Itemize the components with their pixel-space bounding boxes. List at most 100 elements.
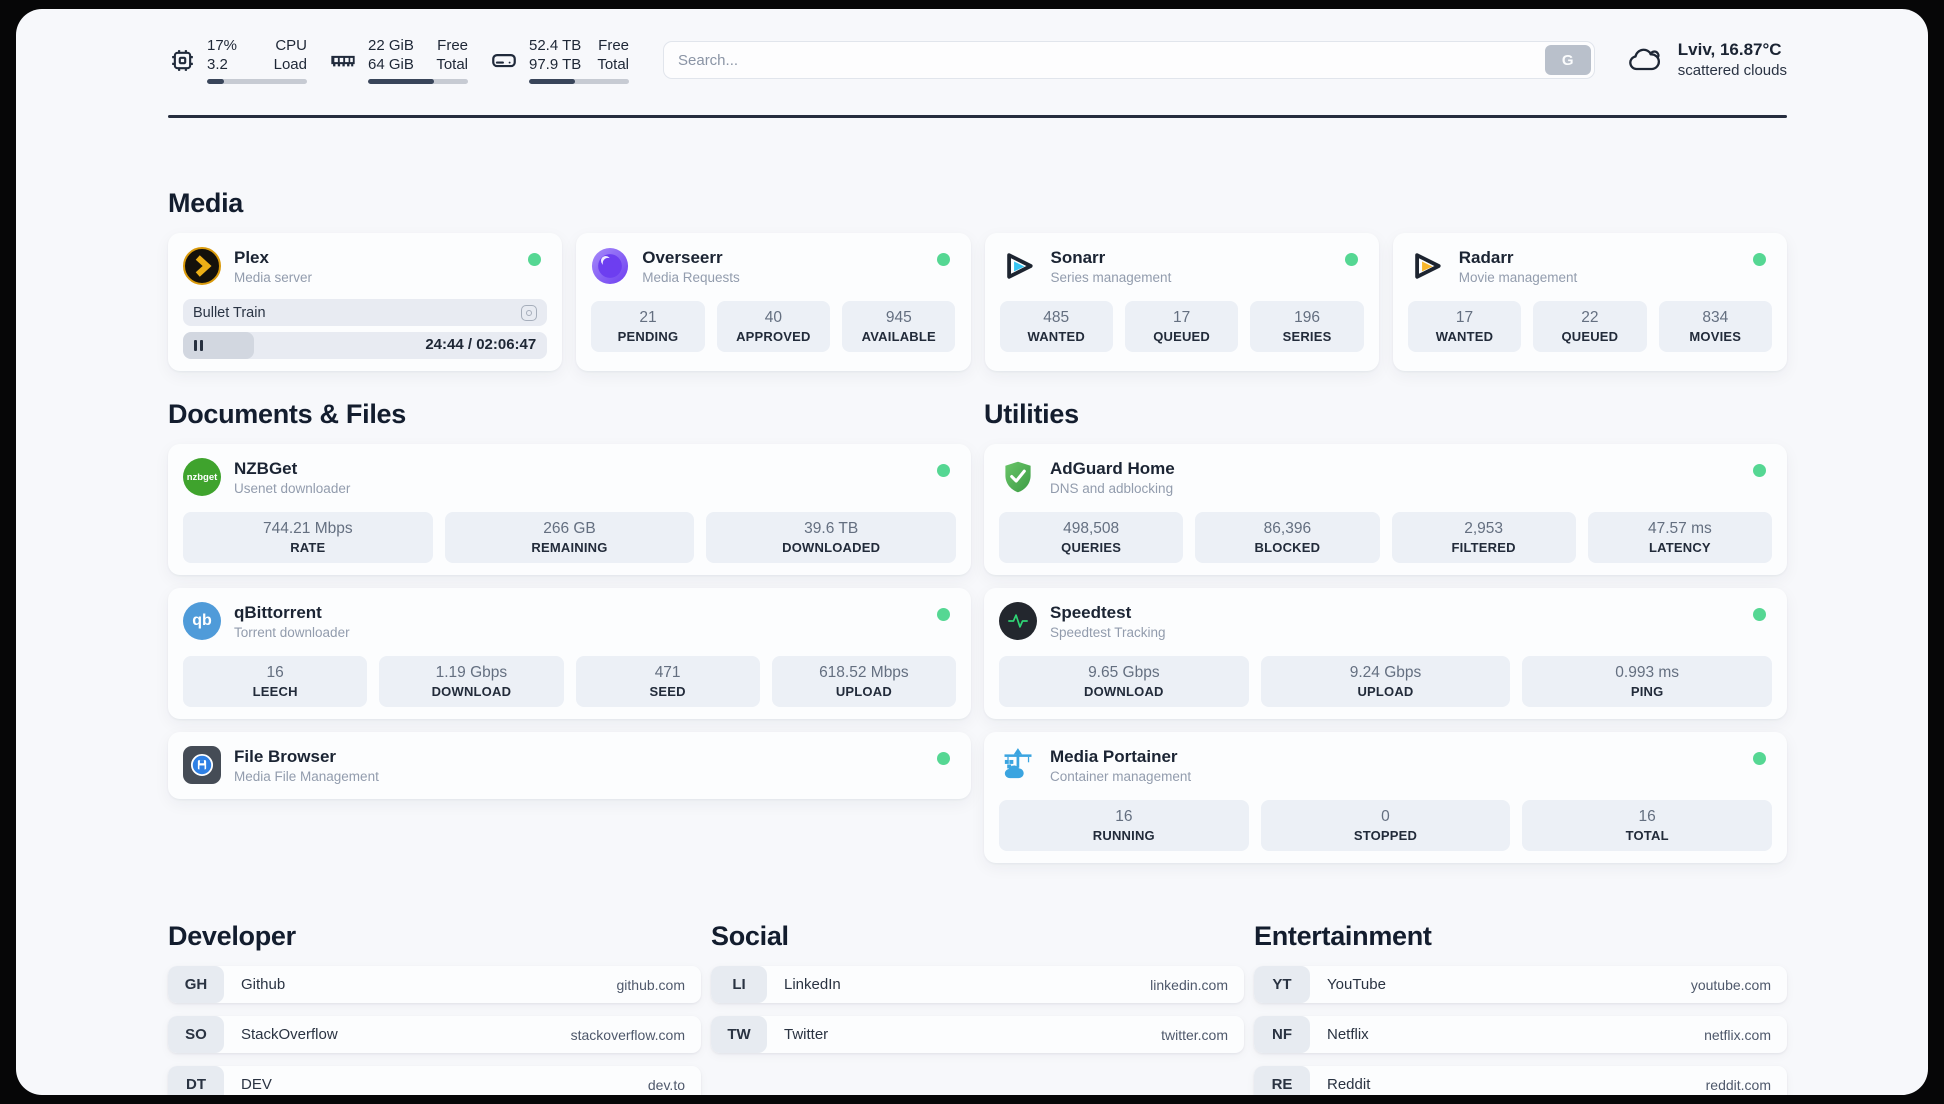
link-row-stackoverflow[interactable]: SO StackOverflow stackoverflow.com [168,1016,701,1053]
playback-progress-bar: 24:44 / 02:06:47 [183,332,548,359]
stat-label: QUEUED [1153,329,1211,344]
app-name: File Browser [234,746,337,766]
disk-widget: 52.4 TB 97.9 TB Free Total [490,36,629,84]
cpu-chip-icon [168,46,196,74]
header-divider [168,115,1787,118]
link-row-youtube[interactable]: YT YouTube youtube.com [1254,966,1787,1003]
app-name: Sonarr [1050,247,1106,267]
filebrowser-card[interactable]: File Browser Media File Management [168,732,971,799]
stat-value: 744.21 Mbps [263,520,353,537]
link-row-linkedin[interactable]: LI LinkedIn linkedin.com [711,966,1244,1003]
disk-free-label: Free [598,37,629,54]
search-input[interactable] [663,41,1595,79]
link-row-github[interactable]: GH Github github.com [168,966,701,1003]
stat-value: 834 [1702,309,1729,326]
stat-tile: 485 WANTED [999,301,1113,352]
cpu-load-value: 3.2 [207,56,228,73]
stat-tile: 21 PENDING [591,301,705,352]
disk-free-value: 52.4 TB [529,37,582,54]
link-name: Twitter [784,1026,829,1043]
cpu-widget: 17% 3.2 CPU Load [168,36,307,84]
qbittorrent-card[interactable]: qb qBittorrent Torrent downloader 16 LEE… [168,588,971,719]
stat-tile: 498,508 QUERIES [999,512,1184,563]
section-developer: Developer GH Github github.com SO StackO… [168,921,701,1095]
stat-value: 39.6 TB [804,520,859,537]
plex-card[interactable]: Plex Media server Bullet Train 24:44 / 0… [168,233,563,371]
memory-progress-bar [368,79,468,84]
playback-time: 24:44 / 02:06:47 [425,336,537,353]
stat-tile: 2,953 FILTERED [1391,512,1576,563]
app-description: Torrent downloader [234,624,350,640]
link-name: Github [241,976,286,993]
section-media: Media Plex Media server [168,188,1787,371]
section-documents: Documents & Files nzbget NZBGet Usenet d… [168,399,971,863]
stat-label: STOPPED [1353,828,1418,843]
link-row-dev[interactable]: DT DEV dev.to [168,1066,701,1095]
stat-value: 498,508 [1063,520,1120,537]
section-entertainment: Entertainment YT YouTube youtube.com NF … [1254,921,1787,1095]
status-online-dot [1344,253,1358,266]
section-social: Social LI LinkedIn linkedin.com TW Twitt… [711,921,1244,1053]
link-name: Reddit [1327,1076,1371,1093]
cpu-label: CPU [275,37,307,54]
link-row-netflix[interactable]: NF Netflix netflix.com [1254,1016,1787,1053]
stat-value: 196 [1294,309,1320,326]
stat-value: 16 [266,664,284,681]
search-bar: G [663,41,1595,79]
app-description: Media Requests [642,269,740,285]
status-online-dot [1753,608,1766,621]
link-name: LinkedIn [784,976,841,993]
cpu-usage-value: 17% [207,37,238,54]
nzbget-icon: nzbget [183,458,221,496]
weather-location-temp: Lviv, 16.87°C [1677,40,1782,59]
stat-label: PENDING [617,329,679,344]
stat-tile: 196 SERIES [1250,301,1364,352]
stat-label: RUNNING [1092,828,1155,843]
stat-label: UPLOAD [1357,684,1414,699]
cloud-icon [1625,43,1665,77]
stat-value: 17 [1455,309,1474,326]
adguard-shield-icon [999,458,1037,496]
status-online-dot [1753,752,1766,765]
nzbget-card[interactable]: nzbget NZBGet Usenet downloader 744.21 M… [168,444,971,575]
disk-total-label: Total [597,56,629,73]
disk-progress-bar [529,79,629,84]
app-name: Speedtest [1050,602,1132,622]
hard-drive-icon [490,46,518,74]
link-url: twitter.com [1161,1026,1228,1043]
memory-total-value: 64 GiB [368,56,414,73]
stat-tile: 17 QUEUED [1124,301,1239,352]
radarr-icon [1408,247,1446,285]
link-row-reddit[interactable]: RE Reddit reddit.com [1254,1066,1787,1095]
app-description: Media File Management [234,768,379,784]
portainer-card[interactable]: Media Portainer Container management 16 … [984,732,1787,863]
stat-label: DOWNLOAD [1084,684,1164,699]
top-bar: 17% 3.2 CPU Load [168,31,1787,89]
link-badge: LI [711,966,767,1003]
stat-value: 945 [885,309,912,326]
app-name: Overseerr [642,247,723,267]
stat-tile: 471 SEED [575,656,760,707]
stat-value: 0 [1381,808,1390,825]
app-name: Plex [234,247,269,267]
radarr-card[interactable]: Radarr Movie management 17 WANTED 22 QUE… [1392,233,1787,371]
cpu-progress-bar [207,79,307,84]
sonarr-card[interactable]: Sonarr Series management 485 WANTED 17 Q… [984,233,1379,371]
overseerr-card[interactable]: Overseerr Media Requests 21 PENDING 40 A… [576,233,971,371]
stat-tile: 16 RUNNING [999,800,1249,851]
search-engine-button[interactable]: G [1544,45,1591,75]
link-name: Netflix [1327,1026,1369,1043]
stat-tile: 618.52 Mbps UPLOAD [771,656,956,707]
pause-icon [194,340,203,351]
weather-widget: Lviv, 16.87°C scattered clouds [1625,39,1787,81]
stat-label: FILTERED [1451,540,1516,555]
adguard-card[interactable]: AdGuard Home DNS and adblocking 498,508 … [984,444,1787,575]
link-row-twitter[interactable]: TW Twitter twitter.com [711,1016,1244,1053]
speedtest-card[interactable]: Speedtest Speedtest Tracking 9.65 Gbps D… [984,588,1787,719]
app-description: Container management [1050,768,1192,784]
memory-free-value: 22 GiB [368,37,414,54]
stat-tile: 834 MOVIES [1658,301,1772,352]
stat-tile: 0 STOPPED [1260,800,1511,851]
stat-tile: 945 AVAILABLE [842,301,956,352]
app-name: NZBGet [234,458,298,478]
